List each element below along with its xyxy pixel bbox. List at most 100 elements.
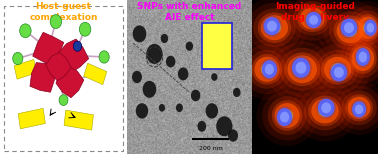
- Circle shape: [99, 51, 109, 63]
- Ellipse shape: [272, 100, 302, 131]
- Circle shape: [13, 52, 23, 65]
- Ellipse shape: [260, 59, 279, 80]
- Circle shape: [143, 81, 156, 98]
- Ellipse shape: [359, 52, 367, 62]
- Bar: [202, 23, 232, 69]
- Ellipse shape: [336, 86, 378, 130]
- Ellipse shape: [356, 48, 370, 66]
- Circle shape: [79, 22, 91, 36]
- Ellipse shape: [363, 22, 373, 33]
- Ellipse shape: [252, 54, 282, 85]
- Text: Imaging-guided
drug delivery: Imaging-guided drug delivery: [275, 2, 355, 22]
- Ellipse shape: [310, 44, 365, 94]
- Circle shape: [216, 116, 232, 136]
- Bar: [84, 63, 107, 85]
- Ellipse shape: [364, 20, 376, 36]
- Circle shape: [186, 42, 193, 51]
- Ellipse shape: [261, 63, 273, 75]
- Ellipse shape: [262, 15, 282, 37]
- Ellipse shape: [351, 100, 367, 119]
- Ellipse shape: [329, 11, 372, 50]
- Ellipse shape: [352, 10, 378, 45]
- Ellipse shape: [306, 13, 319, 24]
- Ellipse shape: [242, 44, 292, 94]
- Circle shape: [132, 71, 142, 83]
- Circle shape: [176, 103, 183, 112]
- Ellipse shape: [236, 39, 297, 100]
- Circle shape: [166, 56, 175, 67]
- Circle shape: [20, 24, 31, 38]
- Ellipse shape: [367, 23, 374, 32]
- Ellipse shape: [336, 18, 364, 43]
- Ellipse shape: [241, 0, 308, 58]
- Ellipse shape: [334, 67, 344, 78]
- Ellipse shape: [248, 50, 287, 89]
- Ellipse shape: [262, 60, 277, 78]
- Ellipse shape: [253, 8, 296, 47]
- Ellipse shape: [306, 12, 321, 28]
- Ellipse shape: [363, 18, 378, 37]
- Ellipse shape: [340, 34, 378, 83]
- Ellipse shape: [247, 3, 302, 53]
- Ellipse shape: [357, 52, 369, 65]
- Circle shape: [136, 103, 148, 119]
- Circle shape: [233, 88, 240, 97]
- Ellipse shape: [282, 0, 343, 46]
- Ellipse shape: [339, 17, 359, 38]
- Ellipse shape: [343, 1, 378, 55]
- Circle shape: [228, 129, 238, 142]
- Ellipse shape: [292, 58, 310, 78]
- Ellipse shape: [331, 81, 378, 135]
- Circle shape: [133, 25, 146, 42]
- Circle shape: [211, 73, 217, 81]
- Ellipse shape: [262, 91, 312, 140]
- Ellipse shape: [321, 54, 354, 85]
- Polygon shape: [56, 66, 84, 98]
- Ellipse shape: [292, 80, 358, 141]
- Ellipse shape: [304, 91, 346, 130]
- Ellipse shape: [287, 0, 337, 41]
- Circle shape: [206, 103, 218, 119]
- Circle shape: [146, 44, 163, 64]
- Polygon shape: [30, 63, 56, 92]
- Ellipse shape: [263, 17, 280, 35]
- Ellipse shape: [298, 86, 352, 136]
- Ellipse shape: [261, 15, 288, 40]
- Ellipse shape: [317, 0, 378, 61]
- Ellipse shape: [344, 22, 354, 33]
- Ellipse shape: [321, 102, 331, 113]
- Ellipse shape: [316, 50, 359, 89]
- Ellipse shape: [341, 19, 357, 37]
- Ellipse shape: [347, 6, 378, 50]
- Ellipse shape: [279, 48, 325, 91]
- Ellipse shape: [345, 39, 378, 78]
- Ellipse shape: [355, 105, 363, 114]
- Ellipse shape: [341, 91, 377, 125]
- Ellipse shape: [318, 99, 335, 117]
- Ellipse shape: [293, 1, 332, 36]
- Polygon shape: [59, 39, 89, 73]
- Ellipse shape: [268, 21, 281, 34]
- Polygon shape: [33, 32, 64, 67]
- Ellipse shape: [353, 102, 365, 113]
- Circle shape: [197, 121, 206, 132]
- Ellipse shape: [324, 57, 351, 82]
- Ellipse shape: [297, 5, 328, 32]
- Bar: [202, 23, 232, 69]
- Ellipse shape: [323, 6, 378, 56]
- Ellipse shape: [257, 85, 318, 146]
- Ellipse shape: [348, 97, 370, 119]
- Ellipse shape: [358, 17, 378, 39]
- Ellipse shape: [311, 98, 339, 123]
- Ellipse shape: [281, 109, 293, 122]
- Circle shape: [191, 90, 200, 101]
- Ellipse shape: [343, 24, 357, 37]
- Ellipse shape: [335, 28, 378, 89]
- Ellipse shape: [309, 15, 318, 25]
- Text: SNPs with enhanced
AIE effect: SNPs with enhanced AIE effect: [137, 2, 242, 22]
- Circle shape: [50, 15, 62, 28]
- Ellipse shape: [333, 16, 367, 46]
- Ellipse shape: [355, 46, 371, 68]
- Ellipse shape: [254, 57, 279, 82]
- Ellipse shape: [266, 35, 338, 103]
